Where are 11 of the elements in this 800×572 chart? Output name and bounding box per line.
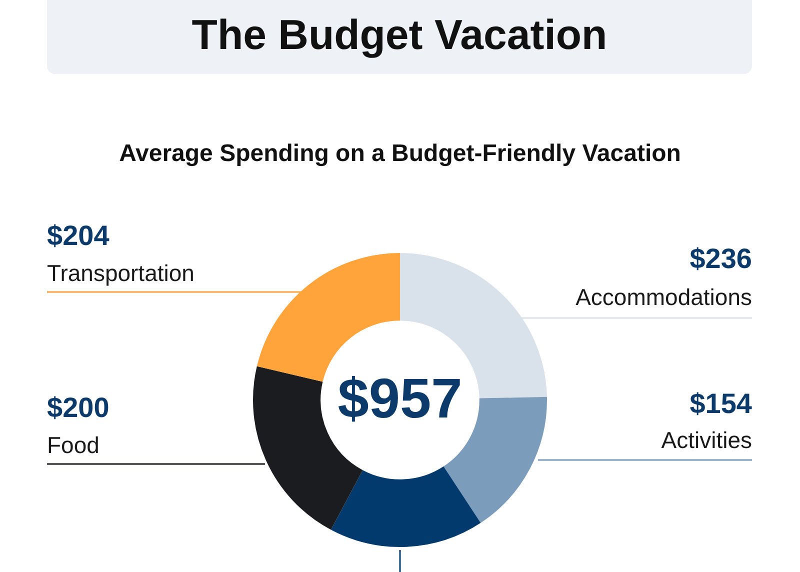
data-label: $204 <box>47 220 110 251</box>
chart-title: The Budget Vacation <box>192 11 608 59</box>
data-label: $236 <box>690 243 752 274</box>
slice-label: Food <box>47 432 100 458</box>
chart-subtitle: Average Spending on a Budget-Friendly Vacation <box>118 140 682 168</box>
data-label: $200 <box>47 392 110 423</box>
slice-label: Activities <box>661 427 752 453</box>
slice-label: Transportation <box>47 260 194 286</box>
data-label: $154 <box>690 388 752 419</box>
slice-label: Accommodations <box>576 284 752 310</box>
text: $957 <box>338 366 462 430</box>
